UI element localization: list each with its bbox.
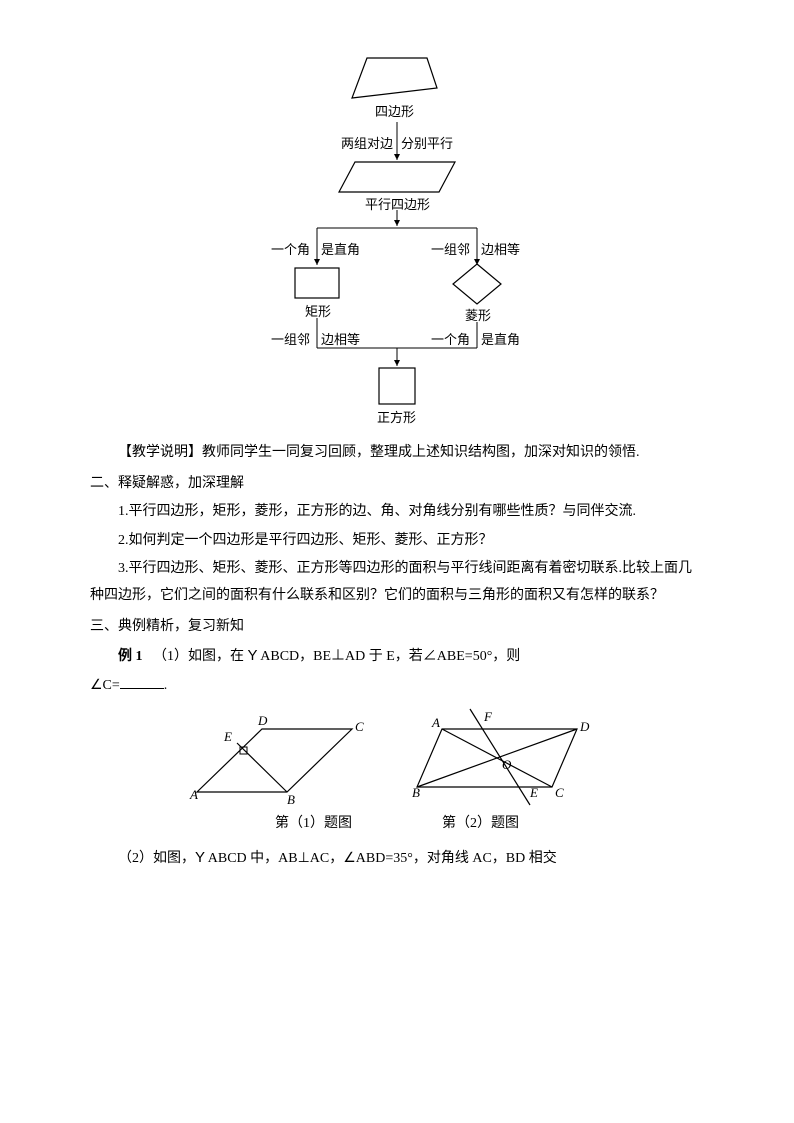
svg-text:F: F	[483, 709, 493, 724]
svg-text:D: D	[579, 719, 590, 734]
example-1-part2b: ABCD 中，AB⊥AC，∠ABD=35°，对角线 AC，BD 相交	[208, 851, 557, 866]
parallelogram-icon: Y	[195, 849, 205, 866]
example-1-part2a: （2）如图，	[118, 851, 195, 866]
example-1-part2: （2）如图，Y ABCD 中，AB⊥AC，∠ABD=35°，对角线 AC，BD …	[90, 844, 704, 873]
edge-rect-right: 是直角	[321, 238, 360, 263]
section-3-title: 三、典例精析，复习新知	[90, 614, 704, 641]
edge-rhomdown-right: 是直角	[481, 328, 520, 353]
fill-blank	[120, 688, 164, 689]
svg-text:A: A	[189, 787, 198, 802]
node-square-label: 正方形	[377, 406, 416, 431]
svg-text:A: A	[431, 715, 440, 730]
parallelogram-icon: Y	[248, 647, 258, 664]
example-1-line2: ∠C=.	[90, 673, 704, 700]
flowchart-diagram: 四边形 两组对边 分别平行 平行四边形 一个角 是直角 一组邻 边相等 矩形 菱…	[247, 50, 547, 430]
edge-split-right: 分别平行	[401, 132, 453, 157]
edge-split-left: 两组对边	[341, 132, 393, 157]
example-1-part1a: （1）如图，在	[153, 649, 244, 664]
svg-text:C: C	[355, 719, 364, 734]
edge-rectdown-right: 边相等	[321, 328, 360, 353]
example-1-tail: .	[164, 678, 168, 693]
diagram-container: 四边形 两组对边 分别平行 平行四边形 一个角 是直角 一组邻 边相等 矩形 菱…	[90, 50, 704, 430]
edge-rhom-right: 边相等	[481, 238, 520, 263]
svg-text:E: E	[529, 785, 538, 800]
node-quad-label: 四边形	[375, 100, 414, 125]
edge-rectdown-left: 一组邻	[271, 328, 310, 353]
svg-text:O: O	[502, 757, 512, 772]
edge-rhom-left: 一组邻	[431, 238, 470, 263]
figure-1-svg: A B C D E	[182, 707, 372, 807]
svg-text:D: D	[257, 713, 268, 728]
figure-captions: 第（1）题图 第（2）题图	[90, 811, 704, 838]
edge-rect-left: 一个角	[271, 238, 310, 263]
node-rect-label: 矩形	[305, 300, 331, 325]
figure-2-svg: A B C D E F O	[412, 707, 612, 807]
figure-2-caption: 第（2）题图	[442, 811, 519, 838]
example-1-label: 例 1	[118, 649, 143, 664]
angle-c: ∠C=	[90, 678, 120, 693]
page: 四边形 两组对边 分别平行 平行四边形 一个角 是直角 一组邻 边相等 矩形 菱…	[0, 0, 794, 915]
question-2: 2.如何判定一个四边形是平行四边形、矩形、菱形、正方形？	[90, 528, 704, 555]
question-1: 1.平行四边形，矩形，菱形，正方形的边、角、对角线分别有哪些性质？与同伴交流.	[90, 499, 704, 526]
node-rhom-label: 菱形	[465, 304, 491, 329]
svg-text:B: B	[412, 785, 420, 800]
svg-text:C: C	[555, 785, 564, 800]
example-1-part1b: ABCD，BE⊥AD 于 E，若∠ABE=50°，则	[260, 649, 520, 664]
teaching-note: 【教学说明】教师同学生一同复习回顾，整理成上述知识结构图，加深对知识的领悟.	[90, 440, 704, 467]
svg-text:B: B	[287, 792, 295, 807]
node-para-label: 平行四边形	[365, 193, 430, 218]
question-3: 3.平行四边形、矩形、菱形、正方形等四边形的面积与平行线间距离有着密切联系.比较…	[90, 556, 704, 609]
figures-row: A B C D E A B C D E F O	[90, 707, 704, 807]
edge-rhomdown-left: 一个角	[431, 328, 470, 353]
example-1-line1: 例 1 （1）如图，在 Y ABCD，BE⊥AD 于 E，若∠ABE=50°，则	[90, 642, 704, 671]
section-2-title: 二、释疑解惑，加深理解	[90, 471, 704, 498]
figure-1-caption: 第（1）题图	[275, 811, 352, 838]
svg-text:E: E	[223, 729, 232, 744]
